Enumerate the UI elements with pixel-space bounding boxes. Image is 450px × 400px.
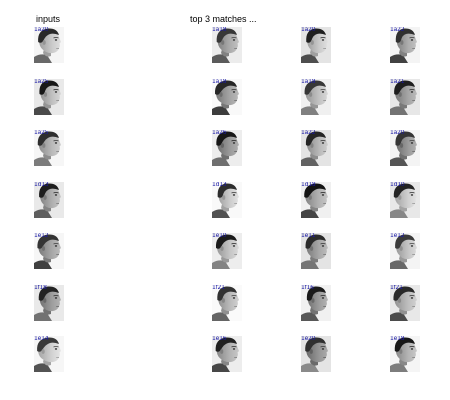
- match-face-tile: 1a22: [301, 130, 331, 166]
- face-photo: [34, 284, 64, 321]
- match-face-tile: 1f16: [301, 284, 331, 321]
- match-face-tile: 1a26: [212, 130, 242, 166]
- face-id-label: 1a22: [390, 27, 405, 33]
- face-id-label: 1e16: [212, 336, 227, 342]
- inputs-column-heading: inputs: [36, 14, 61, 24]
- match-face-tile: 1e10: [212, 233, 242, 269]
- face-photo: [212, 78, 242, 115]
- match-face-tile: 1a20: [301, 27, 331, 63]
- face-id-label: 1f21: [212, 284, 225, 291]
- face-id-label: 1a25: [34, 130, 49, 136]
- matches-column-heading: top 3 matches ...: [190, 14, 257, 24]
- match-face-tile: 1a18: [212, 78, 242, 115]
- face-photo: [34, 78, 64, 115]
- face-photo: [301, 130, 331, 166]
- match-face-tile: 1a18: [301, 78, 331, 115]
- face-photo: [301, 336, 331, 372]
- face-id-label: 1d13: [212, 181, 227, 188]
- face-photo: [34, 130, 64, 166]
- face-id-label: 1a18: [212, 78, 227, 85]
- face-photo: [301, 181, 331, 218]
- face-id-label: 1e12: [34, 233, 49, 239]
- input-face-tile: 1e14: [34, 336, 64, 372]
- face-id-label: 1f21: [390, 284, 403, 291]
- face-photo: [212, 130, 242, 166]
- face-photo: [301, 27, 331, 63]
- input-face-tile: 1f18: [34, 284, 64, 321]
- face-photo: [390, 130, 420, 166]
- match-face-tile: 1a21: [390, 78, 420, 115]
- match-face-tile: 1d13: [212, 181, 242, 218]
- face-photo: [212, 181, 242, 218]
- face-id-label: 1a25: [34, 78, 49, 85]
- face-id-label: 1a20: [390, 130, 405, 136]
- input-face-tile: 1a25: [34, 130, 64, 166]
- face-id-label: 1f18: [34, 284, 47, 291]
- face-id-label: 1a18: [212, 27, 227, 33]
- face-id-label: 1f16: [301, 284, 314, 291]
- face-photo: [301, 233, 331, 269]
- face-photo: [390, 233, 420, 269]
- match-face-tile: 1a18: [212, 27, 242, 63]
- face-photo: [390, 284, 420, 321]
- face-photo: [390, 78, 420, 115]
- match-face-tile: 1d10: [390, 181, 420, 218]
- face-photo: [390, 336, 420, 372]
- face-id-label: 1a21: [390, 78, 405, 85]
- match-face-tile: 1a22: [390, 27, 420, 63]
- face-id-label: 1e18: [390, 336, 405, 342]
- face-id-label: 1a26: [212, 130, 227, 136]
- match-face-tile: 1e11: [301, 233, 331, 269]
- face-id-label: 1e14: [34, 336, 49, 342]
- match-face-tile: 1a20: [390, 130, 420, 166]
- face-photo: [212, 27, 242, 63]
- face-id-label: 1e10: [212, 233, 227, 239]
- input-face-tile: 1e12: [34, 233, 64, 269]
- face-id-label: 1e11: [301, 233, 316, 239]
- face-photo: [34, 181, 64, 218]
- input-face-tile: 1a20: [34, 27, 64, 63]
- face-photo: [390, 27, 420, 63]
- face-photo: [34, 336, 64, 372]
- match-face-tile: 1f21: [212, 284, 242, 321]
- face-photo: [212, 233, 242, 269]
- face-photo: [34, 233, 64, 269]
- face-id-label: 1e12: [390, 233, 405, 239]
- match-face-tile: 1e20: [301, 336, 331, 372]
- face-id-label: 1d18: [301, 181, 316, 188]
- match-face-tile: 1e12: [390, 233, 420, 269]
- face-id-label: 1a22: [301, 130, 316, 136]
- face-photo: [212, 336, 242, 372]
- face-photo: [34, 27, 64, 63]
- match-face-tile: 1e16: [212, 336, 242, 372]
- input-face-tile: 1a25: [34, 78, 64, 115]
- input-face-tile: 1d13: [34, 181, 64, 218]
- face-photo: [390, 181, 420, 218]
- match-face-tile: 1e18: [390, 336, 420, 372]
- face-photo: [301, 78, 331, 115]
- face-id-label: 1a18: [301, 78, 316, 85]
- match-face-tile: 1f21: [390, 284, 420, 321]
- match-face-tile: 1d18: [301, 181, 331, 218]
- face-photo: [301, 284, 331, 321]
- face-id-label: 1d13: [34, 181, 49, 188]
- face-photo: [212, 284, 242, 321]
- face-id-label: 1d10: [390, 181, 405, 188]
- face-id-label: 1e20: [301, 336, 316, 342]
- face-id-label: 1a20: [301, 27, 316, 33]
- face-id-label: 1a20: [34, 27, 49, 33]
